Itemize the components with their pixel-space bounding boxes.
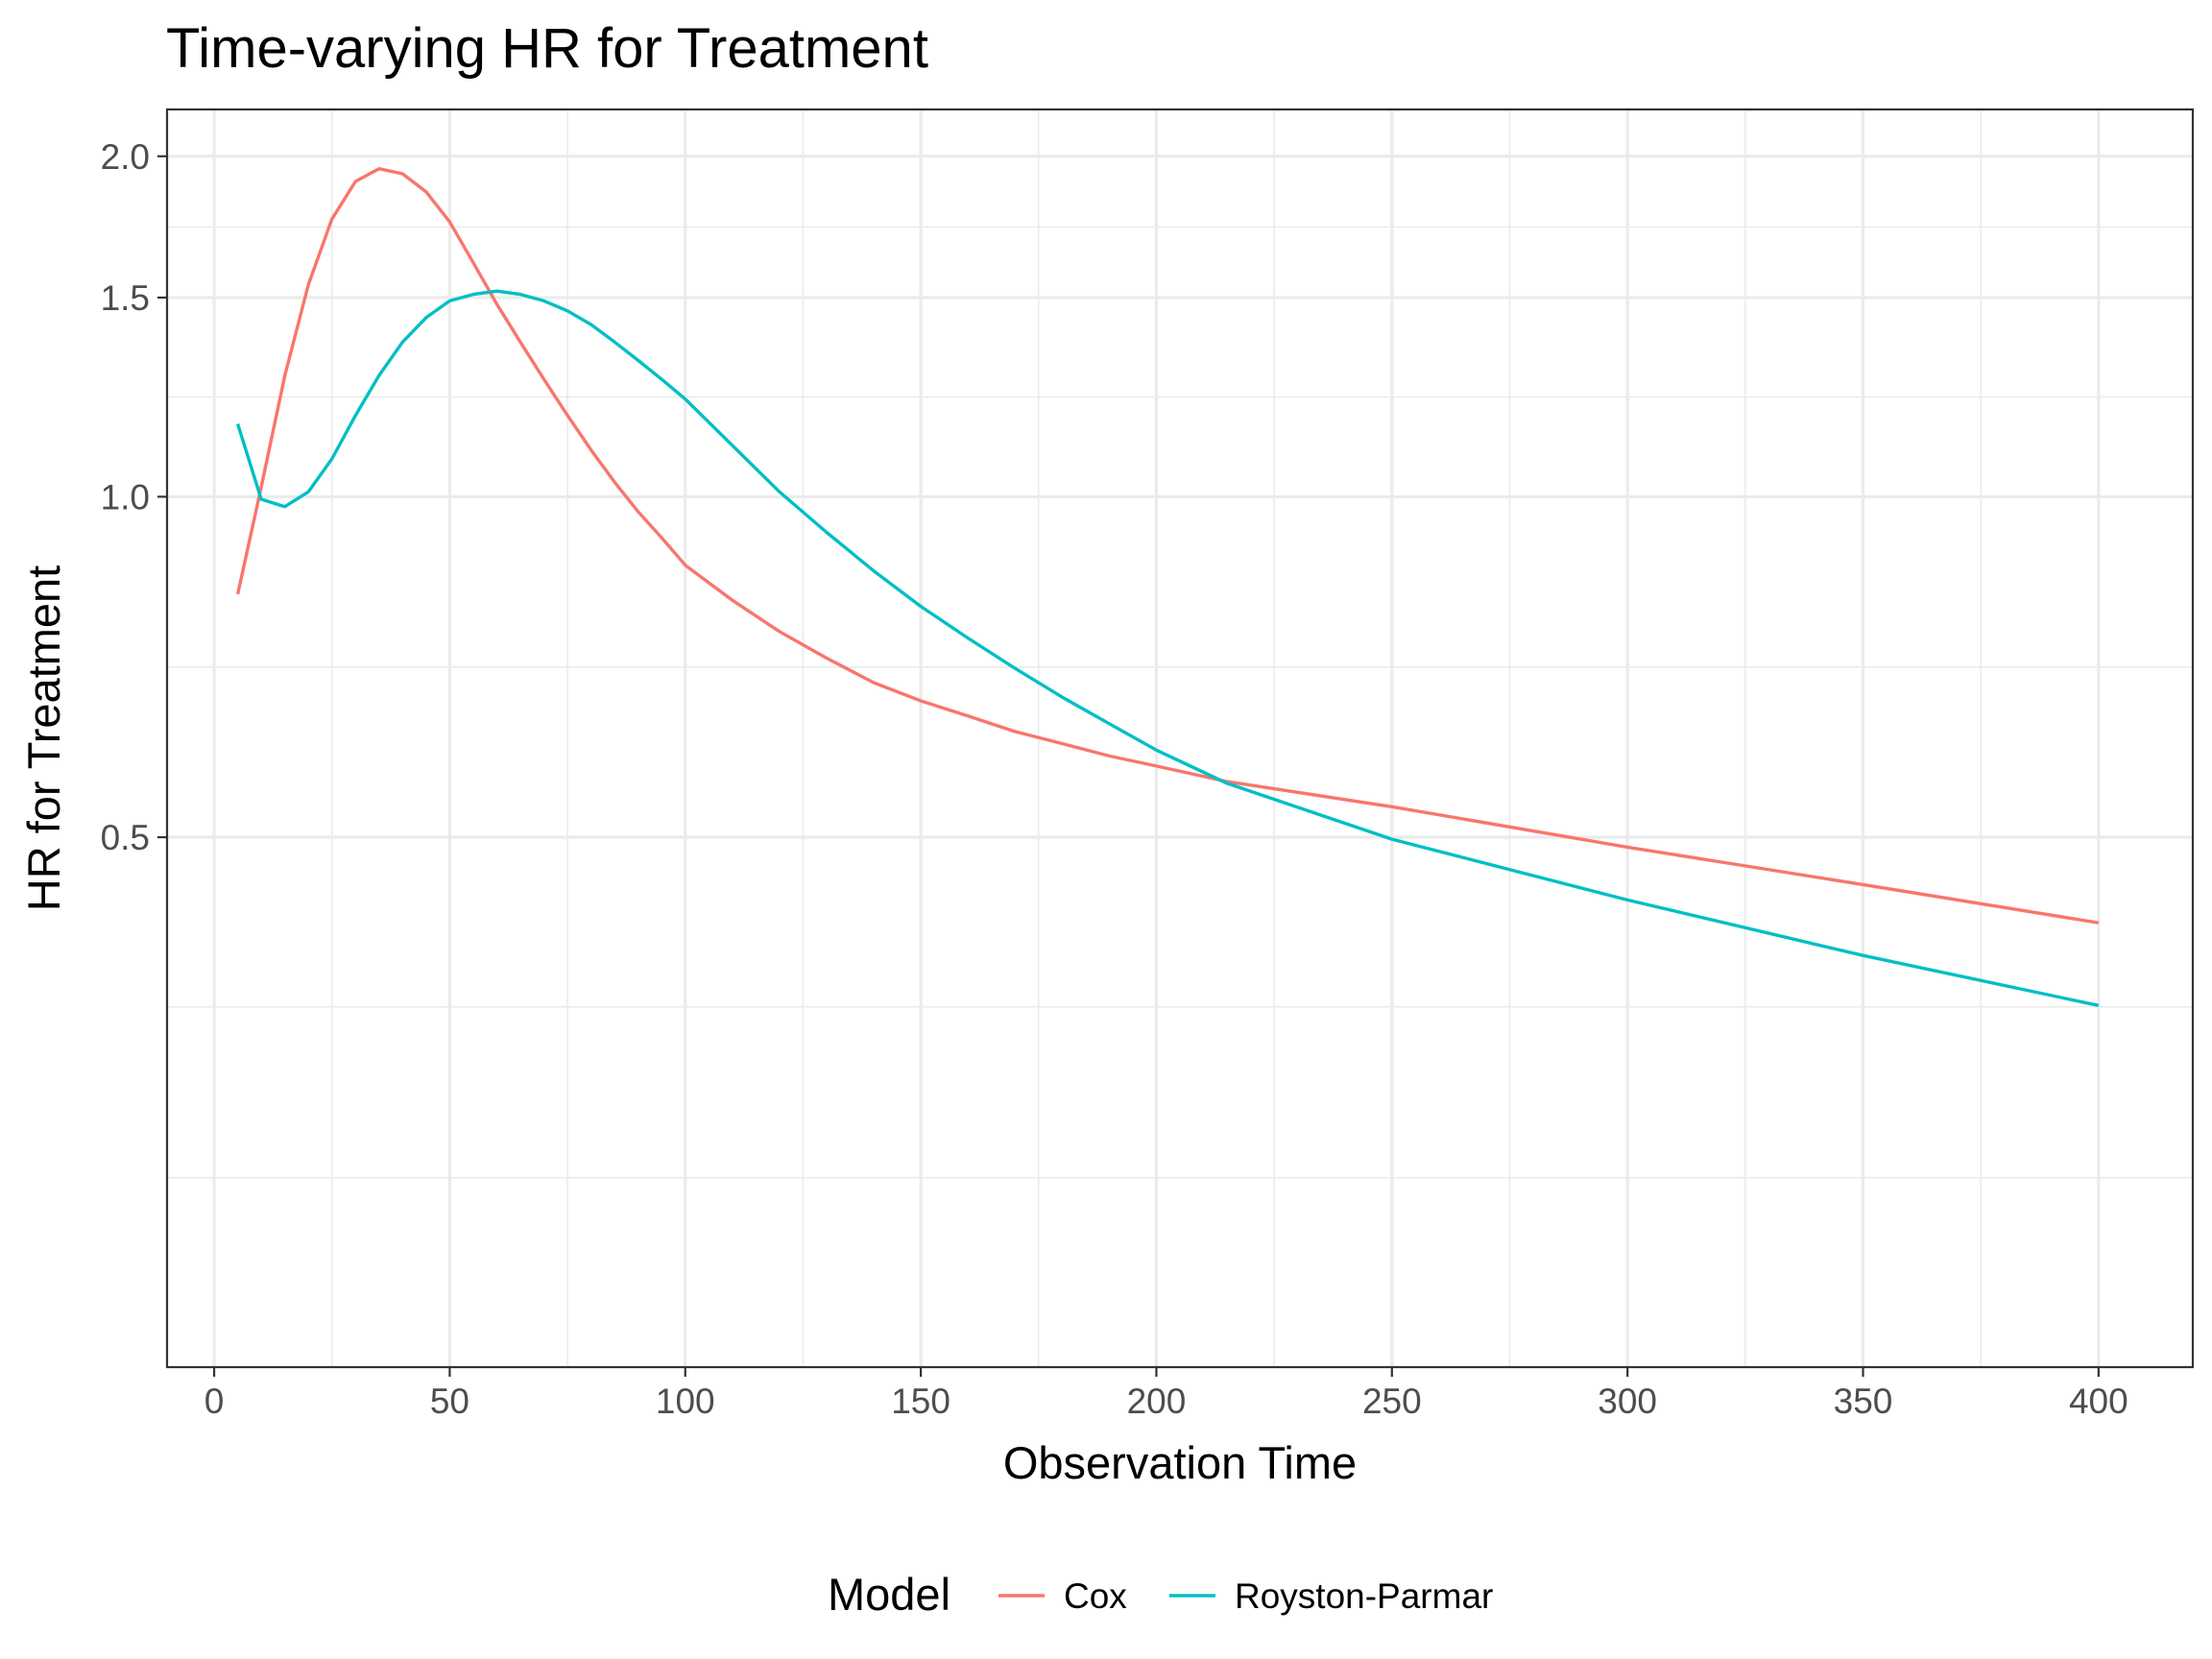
x-axis: 0 50 100 150 200 250 300 350 400 [204,1367,2128,1421]
x-tick-label: 150 [891,1382,950,1421]
legend-label-cox: Cox [1064,1576,1127,1616]
chart-title: Time-varying HR for Treatment [166,17,928,80]
grid-minor [167,109,2193,1367]
series-line-royston-parmar [235,289,2100,1007]
x-tick-label: 350 [1834,1382,1893,1421]
legend-title: Model [828,1569,950,1620]
legend-label-royston-parmar: Royston-Parmar [1235,1576,1493,1616]
x-tick-label: 200 [1127,1382,1187,1421]
legend-items: Cox Royston-Parmar [998,1576,1493,1616]
y-tick-label: 2.0 [101,137,150,177]
y-tick-label: 0.5 [101,818,150,857]
plot-panel-border [165,108,2195,1369]
x-tick-label: 0 [204,1382,225,1421]
series-layer [235,166,2100,1007]
x-tick-label: 400 [2069,1382,2128,1421]
grid-major [167,109,2193,1367]
series-line-cox [235,166,2100,925]
x-tick-label: 50 [430,1382,469,1421]
x-tick-label: 100 [656,1382,715,1421]
y-axis-title: HR for Treatment [18,565,69,911]
x-tick-label: 300 [1598,1382,1657,1421]
y-tick-label: 1.0 [101,477,150,517]
x-axis-title: Observation Time [1003,1437,1357,1488]
legend: Model Cox Royston-Parmar [828,1569,1493,1620]
y-tick-label: 1.5 [101,278,150,318]
y-axis: 0.5 1.0 1.5 2.0 [101,137,167,857]
x-tick-label: 250 [1362,1382,1422,1421]
